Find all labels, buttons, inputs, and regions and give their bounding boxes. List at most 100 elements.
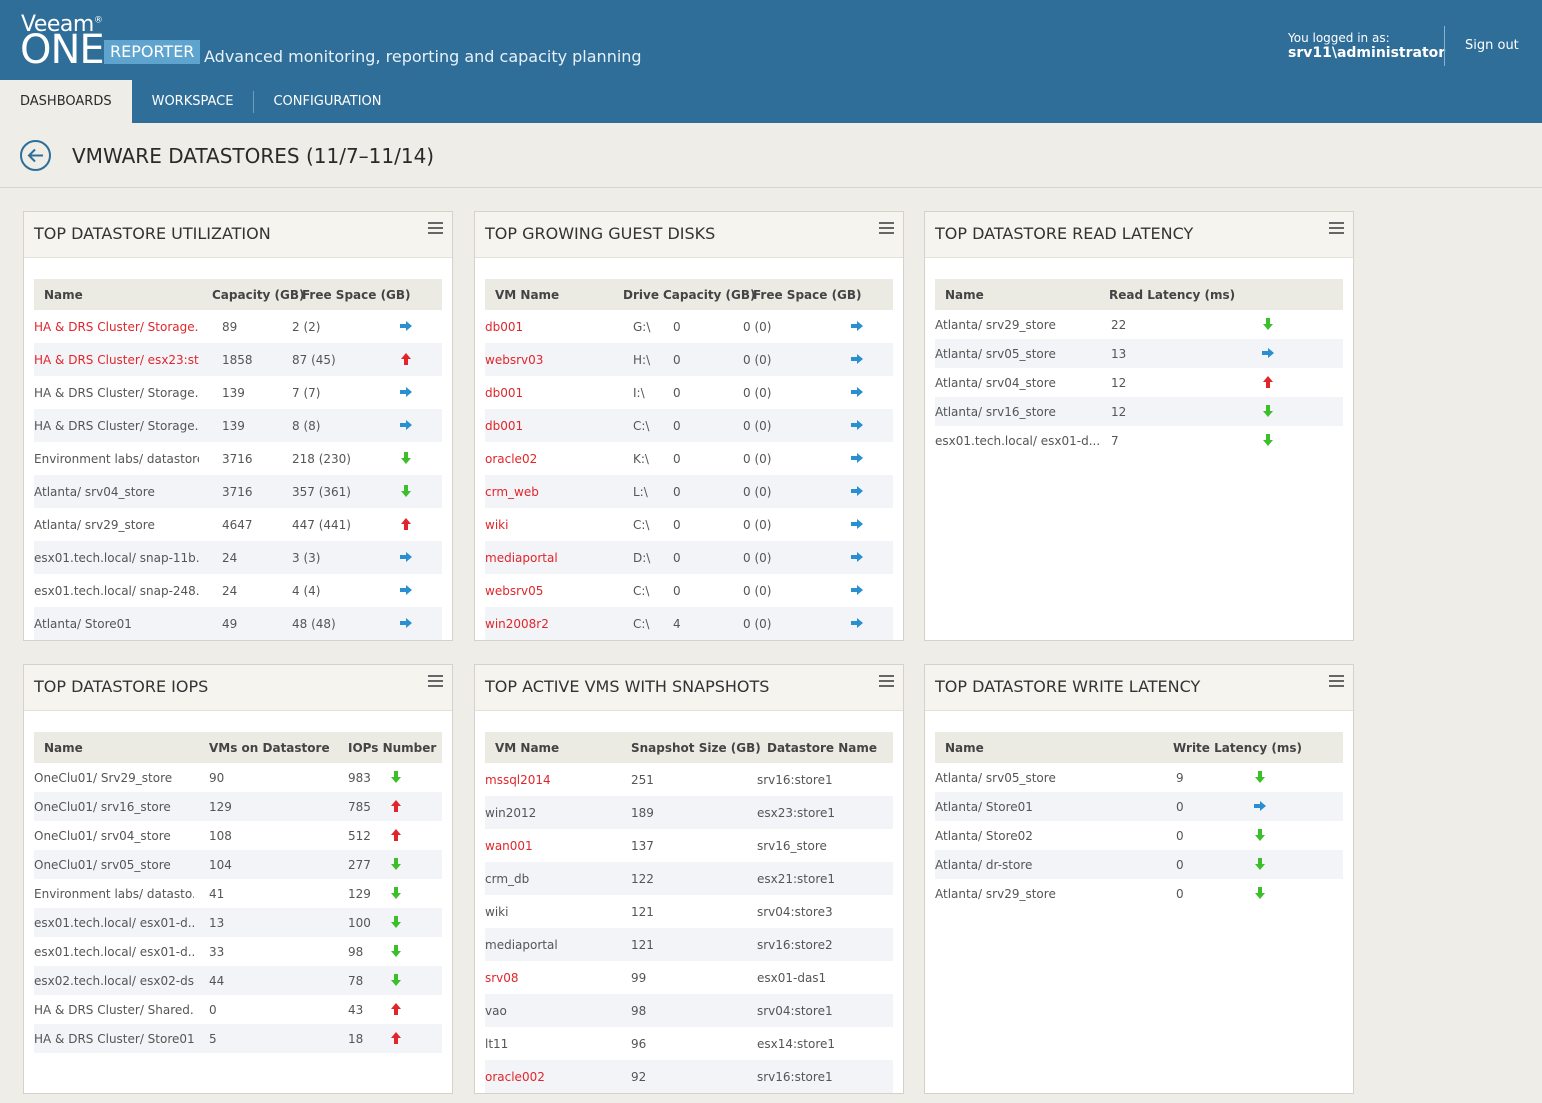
- table-row[interactable]: db001 I:\ 0 0 (0): [485, 376, 893, 409]
- row-link[interactable]: db001: [485, 419, 524, 433]
- cell-name: HA & DRS Cluster/ Storage...: [34, 386, 199, 400]
- row-link[interactable]: mssql2014: [485, 773, 551, 787]
- row-link[interactable]: wan001: [485, 839, 533, 853]
- table-row[interactable]: esx01.tech.local/ snap-11b... 24 3 (3): [34, 541, 442, 574]
- tab-configuration[interactable]: CONFIGURATION: [253, 80, 401, 123]
- table-row[interactable]: Atlanta/ Store01 0: [935, 792, 1343, 821]
- table-row[interactable]: win2012 189 esx23:store1: [485, 796, 893, 829]
- table-row[interactable]: esx01.tech.local/ esx01-d... 7: [935, 426, 1343, 455]
- table-row[interactable]: HA & DRS Cluster/ Store01 5 18: [34, 1024, 442, 1053]
- table-row[interactable]: OneClu01/ Srv29_store 90 983: [34, 763, 442, 792]
- panel-menu-icon[interactable]: [1329, 222, 1344, 236]
- table-row[interactable]: Atlanta/ srv05_store 9: [935, 763, 1343, 792]
- table-row[interactable]: OneClu01/ srv04_store 108 512: [34, 821, 442, 850]
- row-link[interactable]: db001: [485, 386, 524, 400]
- table-row[interactable]: wan001 137 srv16_store: [485, 829, 893, 862]
- table-row[interactable]: Atlanta/ srv04_store 3716 357 (361): [34, 475, 442, 508]
- table-row[interactable]: OneClu01/ srv05_store 104 277: [34, 850, 442, 879]
- table-row[interactable]: srv08 99 esx01-das1: [485, 961, 893, 994]
- table-row[interactable]: db001 C:\ 0 0 (0): [485, 409, 893, 442]
- cell-datastore: srv16:store1: [757, 773, 833, 787]
- table-row[interactable]: mssql2014 251 srv16:store1: [485, 763, 893, 796]
- cell-capacity: 0: [673, 320, 681, 334]
- panel-menu-icon[interactable]: [879, 675, 894, 689]
- table-row[interactable]: oracle02 K:\ 0 0 (0): [485, 442, 893, 475]
- table-row[interactable]: Environment labs/ datasto... 41 129: [34, 879, 442, 908]
- table-row[interactable]: crm_db 122 esx21:store1: [485, 862, 893, 895]
- column-header[interactable]: Snapshot Size (GB): [631, 741, 761, 755]
- column-header[interactable]: Name: [945, 288, 984, 302]
- trend-up-arrow-icon: [400, 518, 412, 530]
- column-header[interactable]: Datastore Name: [767, 741, 878, 755]
- column-header[interactable]: Drive: [623, 288, 659, 302]
- table-row[interactable]: Atlanta/ srv29_store 4647 447 (441): [34, 508, 442, 541]
- back-button[interactable]: [20, 140, 51, 171]
- table-row[interactable]: websrv03 H:\ 0 0 (0): [485, 343, 893, 376]
- panel-header: TOP GROWING GUEST DISKS: [475, 212, 903, 258]
- table-row[interactable]: Atlanta/ srv04_store 12: [935, 368, 1343, 397]
- table-row[interactable]: crm_web L:\ 0 0 (0): [485, 475, 893, 508]
- column-header[interactable]: Free Space (GB): [302, 288, 411, 302]
- table-row[interactable]: Atlanta/ dr-store 0: [935, 850, 1343, 879]
- table-row[interactable]: win2008r2 C:\ 4 0 (0): [485, 607, 893, 640]
- table-row[interactable]: HA & DRS Cluster/ Storage... 139 8 (8): [34, 409, 442, 442]
- table-row[interactable]: esx01.tech.local/ snap-248... 24 4 (4): [34, 574, 442, 607]
- table-row[interactable]: vao 98 srv04:store1: [485, 994, 893, 1027]
- panel-menu-icon[interactable]: [1329, 675, 1344, 689]
- table-row[interactable]: Atlanta/ srv29_store 22: [935, 310, 1343, 339]
- row-link[interactable]: db001: [485, 320, 524, 334]
- row-link[interactable]: HA & DRS Cluster/ esx23:st...: [34, 353, 199, 367]
- row-link[interactable]: oracle002: [485, 1070, 545, 1084]
- table-row[interactable]: mediaportal 121 srv16:store2: [485, 928, 893, 961]
- column-header[interactable]: Name: [44, 288, 83, 302]
- row-link[interactable]: oracle02: [485, 452, 538, 466]
- column-header[interactable]: Name: [945, 741, 984, 755]
- row-link[interactable]: mediaportal: [485, 551, 558, 565]
- sign-out-link[interactable]: Sign out: [1465, 38, 1519, 53]
- column-header[interactable]: Capacity (GB): [212, 288, 305, 302]
- panel-menu-icon[interactable]: [879, 222, 894, 236]
- table-row[interactable]: OneClu01/ srv16_store 129 785: [34, 792, 442, 821]
- table-row[interactable]: db001 G:\ 0 0 (0): [485, 310, 893, 343]
- table-row[interactable]: wiki C:\ 0 0 (0): [485, 508, 893, 541]
- table-row[interactable]: esx01.tech.local/ esx01-d... 13 100: [34, 908, 442, 937]
- row-link[interactable]: websrv05: [485, 584, 544, 598]
- column-header[interactable]: Capacity (GB): [663, 288, 756, 302]
- table-row[interactable]: Atlanta/ srv05_store 13: [935, 339, 1343, 368]
- panel-menu-icon[interactable]: [428, 675, 443, 689]
- table-row[interactable]: HA & DRS Cluster/ esx23:st... 1858 87 (45): [34, 343, 442, 376]
- table-row[interactable]: Environment labs/ datastore1 3716 218 (230…: [34, 442, 442, 475]
- table-row[interactable]: HA & DRS Cluster/ Shared... 0 43: [34, 995, 442, 1024]
- table-row[interactable]: lt11 96 esx14:store1: [485, 1027, 893, 1060]
- column-header[interactable]: IOPs Number: [348, 741, 437, 755]
- column-header[interactable]: VM Name: [495, 741, 560, 755]
- column-header[interactable]: Read Latency (ms): [1109, 288, 1236, 302]
- table-row[interactable]: oracle002 92 srv16:store1: [485, 1060, 893, 1093]
- column-header[interactable]: Name: [44, 741, 83, 755]
- row-link[interactable]: crm_web: [485, 485, 539, 499]
- tab-workspace[interactable]: WORKSPACE: [151, 94, 234, 109]
- table-row[interactable]: websrv05 C:\ 0 0 (0): [485, 574, 893, 607]
- table-row[interactable]: wiki 121 srv04:store3: [485, 895, 893, 928]
- column-header[interactable]: Free Space (GB): [753, 288, 862, 302]
- table-row[interactable]: Atlanta/ srv16_store 12: [935, 397, 1343, 426]
- row-link[interactable]: srv08: [485, 971, 519, 985]
- column-header[interactable]: VMs on Datastore: [209, 741, 330, 755]
- panel-menu-icon[interactable]: [428, 222, 443, 236]
- table-row[interactable]: Atlanta/ srv29_store 0: [935, 879, 1343, 908]
- row-link[interactable]: win2008r2: [485, 617, 549, 631]
- table-row[interactable]: Atlanta/ Store02 0: [935, 821, 1343, 850]
- column-header[interactable]: Write Latency (ms): [1173, 741, 1302, 755]
- column-header[interactable]: VM Name: [495, 288, 560, 302]
- table-row[interactable]: HA & DRS Cluster/ Storage... 139 7 (7): [34, 376, 442, 409]
- table-row[interactable]: Atlanta/ Store01 49 48 (48): [34, 607, 442, 640]
- row-link[interactable]: wiki: [485, 518, 509, 532]
- row-link[interactable]: HA & DRS Cluster/ Storage...: [34, 320, 199, 334]
- tab-dashboards[interactable]: DASHBOARDS: [0, 80, 132, 123]
- cell-free: 48 (48): [292, 617, 336, 631]
- table-row[interactable]: esx01.tech.local/ esx01-d... 33 98: [34, 937, 442, 966]
- table-row[interactable]: HA & DRS Cluster/ Storage... 89 2 (2): [34, 310, 442, 343]
- row-link[interactable]: websrv03: [485, 353, 544, 367]
- table-row[interactable]: mediaportal D:\ 0 0 (0): [485, 541, 893, 574]
- table-row[interactable]: esx02.tech.local/ esx02-ds1 44 78: [34, 966, 442, 995]
